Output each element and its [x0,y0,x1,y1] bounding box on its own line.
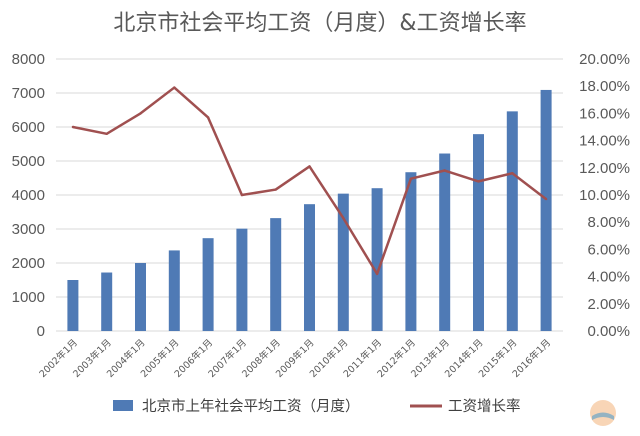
right-tick-label: 18.00% [579,78,630,95]
left-tick-label: 8000 [12,51,45,68]
line-point [342,216,345,220]
right-axis-ticks: 0.00% 2.00% 4.00% 6.00% 8.00% 10.00% 12.00% 14.… [579,51,630,340]
left-tick-label: 7000 [12,85,45,102]
line-point [139,112,142,115]
left-tick-label: 0 [37,323,45,340]
line-point [443,169,446,172]
left-tick-label: 1000 [12,289,45,306]
line-point [206,116,210,119]
left-tick-label: 4000 [12,187,45,204]
bar [202,238,214,331]
legend-bar-label: 北京市上年社会平均工资（月度） [142,398,360,415]
line-point [375,272,379,276]
line-point [173,86,176,89]
bar [540,89,552,331]
bar-series [67,89,552,331]
legend-line-label: 工资增长率 [448,398,521,415]
bar [168,250,180,331]
bar [135,263,146,331]
line-point [240,193,244,197]
line-series [71,86,548,276]
right-tick-label: 6.00% [587,241,630,258]
left-tick-label: 5000 [12,153,45,170]
legend: 北京市上年社会平均工资（月度） 工资增长率 [113,398,521,415]
line-point [274,188,277,191]
right-tick-label: 14.00% [579,133,630,150]
legend-bar-swatch [113,400,133,411]
bar [371,188,383,331]
line-point [308,165,311,168]
line-point [511,172,514,175]
line-point [544,197,548,201]
chart-title: 北京市社会平均工资（月度）&工资增长率 [113,11,526,36]
left-tick-label: 6000 [12,119,45,136]
bar [506,111,518,331]
bar [270,218,282,331]
bar [304,204,315,331]
right-tick-label: 10.00% [579,187,630,204]
bar [101,272,113,331]
bar [405,172,417,331]
right-tick-label: 16.00% [579,105,630,122]
bar [337,193,349,331]
line-point [71,125,75,129]
line-point [409,177,413,180]
left-tick-label: 2000 [12,255,45,272]
x-axis-ticks: 2002年1月2003年1月2004年1月2005年1月2006年1月2007年… [37,337,553,380]
bar [473,134,484,331]
left-axis-ticks: 0 1000 2000 3000 4000 5000 6000 7000 8000 [12,51,45,340]
right-tick-label: 12.00% [579,160,630,177]
watermark-logo [590,400,616,426]
bar [439,153,451,331]
right-tick-label: 0.00% [587,323,630,340]
bar [236,228,248,331]
line-point [477,180,480,183]
right-tick-label: 8.00% [587,214,630,231]
right-tick-label: 2.00% [587,296,630,313]
right-tick-label: 20.00% [579,51,630,68]
left-tick-label: 3000 [12,221,45,238]
line-point [105,132,108,135]
bar [67,280,79,331]
right-tick-label: 4.00% [587,269,630,286]
